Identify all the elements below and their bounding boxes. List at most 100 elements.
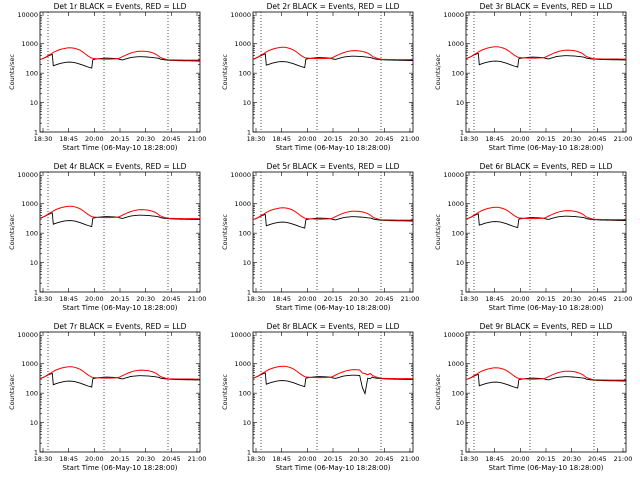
x-tick-label: 20:15 xyxy=(537,135,556,143)
y-tick-label: 10000 xyxy=(17,171,38,179)
x-tick-label: 20:30 xyxy=(349,295,368,303)
x-tick-label: 21:00 xyxy=(614,455,633,463)
x-axis-label: Start Time (06-May-10 18:28:00) xyxy=(488,144,603,152)
x-tick-label: 20:45 xyxy=(375,135,394,143)
x-tick-label: 20:15 xyxy=(324,455,343,463)
x-tick-label: 20:30 xyxy=(136,135,155,143)
series-lld xyxy=(39,205,200,220)
x-tick-label: 20:45 xyxy=(588,295,607,303)
plot-frame xyxy=(465,331,627,453)
series-events xyxy=(39,212,200,228)
panel-det-9: Det 9r BLACK = Events, RED = LLD 1 10 100 10… xyxy=(434,322,632,472)
x-tick-label: 18:45 xyxy=(485,135,504,143)
y-tick-label: 10000 xyxy=(230,11,251,19)
panel-det-3: Det 3r BLACK = Events, RED = LLD 1 10 100 10… xyxy=(434,2,632,152)
x-tick-label: 20:30 xyxy=(562,295,581,303)
y-tick-label: 10 xyxy=(30,259,38,267)
x-tick-label: 20:30 xyxy=(136,455,155,463)
panel-title: Det 4r BLACK = Events, RED = LLD xyxy=(54,162,187,171)
y-axis-label: Counts/sec xyxy=(221,54,229,90)
x-axis-label: Start Time (06-May-10 18:28:00) xyxy=(62,144,177,152)
y-tick-label: 10 xyxy=(456,99,464,107)
y-tick-label: 10000 xyxy=(443,331,464,339)
x-tick-label: 20:30 xyxy=(136,295,155,303)
panel-title: Det 8r BLACK = Events, RED = LLD xyxy=(267,322,400,331)
y-tick-label: 10000 xyxy=(17,11,38,19)
x-tick-label: 18:30 xyxy=(247,455,266,463)
x-tick-label: 21:00 xyxy=(401,135,420,143)
x-tick-label: 18:45 xyxy=(272,295,291,303)
panel-title: Det 3r BLACK = Events, RED = LLD xyxy=(480,2,613,11)
y-tick-label: 100 xyxy=(452,230,464,238)
panel-det-4: Det 4r BLACK = Events, RED = LLD 1 10 100 10… xyxy=(8,162,206,312)
x-tick-label: 20:00 xyxy=(511,455,530,463)
series-lld xyxy=(252,207,413,221)
x-tick-label: 20:00 xyxy=(511,295,530,303)
panel-title: Det 5r BLACK = Events, RED = LLD xyxy=(267,162,400,171)
plot-frame xyxy=(252,331,414,453)
x-tick-label: 20:15 xyxy=(537,455,556,463)
y-tick-label: 1 xyxy=(460,449,464,457)
plot-frame xyxy=(252,171,414,293)
y-tick-label: 100 xyxy=(452,390,464,398)
x-tick-label: 20:00 xyxy=(85,295,104,303)
x-tick-label: 18:30 xyxy=(460,135,479,143)
x-tick-label: 18:45 xyxy=(485,455,504,463)
series-events xyxy=(39,372,200,388)
x-tick-label: 20:00 xyxy=(298,295,317,303)
y-tick-label: 1000 xyxy=(21,40,38,48)
x-tick-label: 21:00 xyxy=(188,455,207,463)
x-axis-label: Start Time (06-May-10 18:28:00) xyxy=(275,144,390,152)
panel-det-5: Det 5r BLACK = Events, RED = LLD 1 10 100 10… xyxy=(221,162,419,312)
x-tick-label: 20:15 xyxy=(537,295,556,303)
series-events xyxy=(252,213,413,229)
x-tick-label: 21:00 xyxy=(401,295,420,303)
y-tick-label: 100 xyxy=(26,230,38,238)
plot-frame xyxy=(39,11,201,133)
x-tick-label: 21:00 xyxy=(614,135,633,143)
y-tick-label: 10 xyxy=(30,99,38,107)
x-axis-label: Start Time (06-May-10 18:28:00) xyxy=(275,464,390,472)
y-axis-label: Counts/sec xyxy=(434,374,442,410)
x-tick-label: 20:15 xyxy=(324,295,343,303)
x-tick-label: 18:45 xyxy=(272,135,291,143)
x-tick-label: 20:00 xyxy=(511,135,530,143)
y-tick-label: 1000 xyxy=(234,360,251,368)
x-tick-label: 21:00 xyxy=(401,455,420,463)
x-tick-label: 21:00 xyxy=(188,295,207,303)
y-tick-label: 1000 xyxy=(447,360,464,368)
x-tick-label: 18:45 xyxy=(485,295,504,303)
y-tick-label: 1 xyxy=(247,129,251,137)
x-tick-label: 20:45 xyxy=(162,455,181,463)
x-tick-label: 18:30 xyxy=(460,295,479,303)
x-tick-label: 20:45 xyxy=(162,135,181,143)
y-tick-label: 10 xyxy=(456,259,464,267)
x-tick-label: 20:30 xyxy=(562,135,581,143)
plot-frame xyxy=(39,331,201,453)
y-tick-label: 1000 xyxy=(447,40,464,48)
x-tick-label: 20:00 xyxy=(298,455,317,463)
x-tick-label: 20:30 xyxy=(562,455,581,463)
panel-det-7: Det 7r BLACK = Events, RED = LLD 1 10 100 10… xyxy=(8,322,206,472)
y-tick-label: 100 xyxy=(239,390,251,398)
series-events xyxy=(252,53,413,69)
x-axis-label: Start Time (06-May-10 18:28:00) xyxy=(275,304,390,312)
x-axis-label: Start Time (06-May-10 18:28:00) xyxy=(488,304,603,312)
x-tick-label: 18:30 xyxy=(247,135,266,143)
x-tick-label: 20:00 xyxy=(298,135,317,143)
series-events xyxy=(39,53,200,69)
y-tick-label: 1 xyxy=(34,289,38,297)
panel-det-6: Det 6r BLACK = Events, RED = LLD 1 10 100 10… xyxy=(434,162,632,312)
x-tick-label: 21:00 xyxy=(614,295,633,303)
plot-frame xyxy=(465,171,627,293)
x-axis-label: Start Time (06-May-10 18:28:00) xyxy=(62,464,177,472)
series-lld xyxy=(252,46,413,61)
y-tick-label: 1000 xyxy=(234,200,251,208)
panel-title: Det 2r BLACK = Events, RED = LLD xyxy=(267,2,400,11)
y-tick-label: 1 xyxy=(34,449,38,457)
y-tick-label: 100 xyxy=(239,70,251,78)
x-tick-label: 18:30 xyxy=(34,455,53,463)
x-tick-label: 20:15 xyxy=(324,135,343,143)
series-events xyxy=(465,213,626,229)
x-tick-label: 20:15 xyxy=(111,455,130,463)
